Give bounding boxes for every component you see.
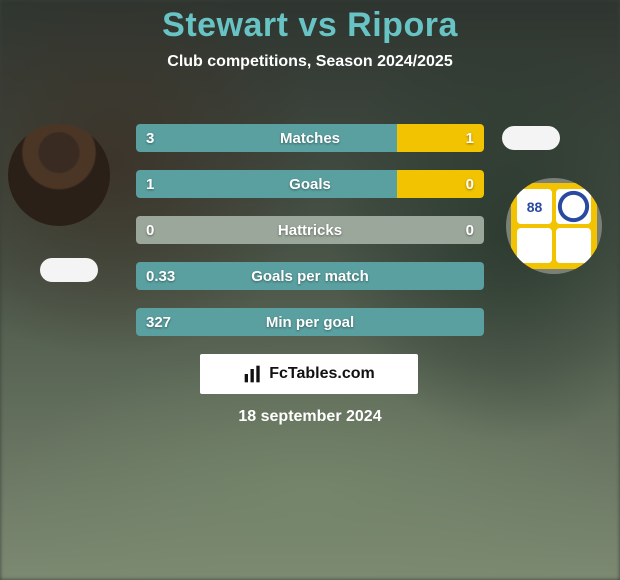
- stat-bar-row: 00Hattricks: [136, 216, 484, 244]
- club-badge-number: 88: [517, 189, 552, 224]
- player-left-avatar: [8, 124, 110, 226]
- stat-bar-right-fill: [397, 124, 484, 152]
- club-badge-quadrant: [517, 228, 552, 263]
- bar-chart-icon: [243, 364, 263, 384]
- stat-bar-left-fill: [136, 170, 397, 198]
- page-title: Stewart vs Ripora: [0, 0, 620, 45]
- stat-bar-left-fill: [136, 124, 397, 152]
- stat-bar-row: 31Matches: [136, 124, 484, 152]
- player-left-flag: [40, 258, 98, 282]
- club-badge-ball-icon: [556, 189, 591, 224]
- stat-bar-left-fill: [136, 262, 484, 290]
- date-caption: 18 september 2024: [0, 408, 620, 426]
- stat-bar-row: 327Min per goal: [136, 308, 484, 336]
- brand-text: FcTables.com: [269, 365, 375, 383]
- player-right-flag: [502, 126, 560, 150]
- page-subtitle: Club competitions, Season 2024/2025: [0, 53, 620, 71]
- stat-bar-right-fill: [397, 170, 484, 198]
- comparison-card: Stewart vs Ripora Club competitions, Sea…: [0, 0, 620, 580]
- club-badge-quadrant: [556, 228, 591, 263]
- player-right-avatar: 88: [506, 178, 602, 274]
- brand-watermark: FcTables.com: [200, 354, 418, 394]
- stat-bar-row: 0.33Goals per match: [136, 262, 484, 290]
- stat-bar-left-fill: [136, 308, 484, 336]
- stat-bar-row: 10Goals: [136, 170, 484, 198]
- stats-bar-group: 31Matches 10Goals 00Hattricks 0.33Goals per…: [136, 124, 484, 354]
- club-badge-icon: 88: [511, 183, 597, 269]
- stat-bar-left-fill: [136, 216, 484, 244]
